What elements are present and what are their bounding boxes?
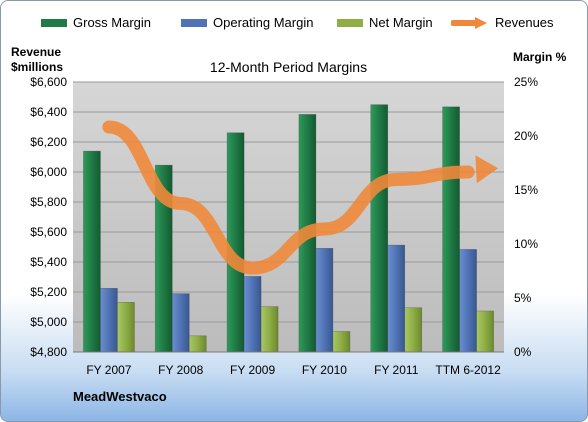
x-tick-label: FY 2008: [158, 363, 203, 377]
gross-margin-bar: [370, 104, 389, 353]
y-right-tick-label: 5%: [514, 291, 532, 305]
y-left-tick-label: $5,200: [30, 285, 67, 299]
chart-legend: Gross Margin Operating Margin Net Margin…: [41, 15, 577, 35]
legend-swatch-operating: [181, 18, 207, 27]
y-left-tick-label: $6,400: [30, 105, 67, 119]
y-left-tick-label: $5,600: [30, 225, 67, 239]
legend-item-revenues: Revenues: [451, 15, 554, 30]
left-axis-title-line2: $millions: [11, 60, 64, 74]
revenue-line: [102, 120, 475, 275]
net-margin-bar: [476, 310, 494, 353]
y-left-tick-label: $6,200: [30, 135, 67, 149]
operating-margin-bar: [315, 248, 334, 353]
net-margin-bar: [404, 307, 423, 353]
revenue-arrowhead: [475, 155, 499, 184]
x-tick-label: FY 2010: [302, 363, 347, 377]
y-left-tick-label: $5,400: [30, 255, 67, 269]
gross-margin-bar: [226, 132, 245, 353]
y-left-tick-label: $5,000: [30, 315, 67, 329]
legend-arrow-revenues: [451, 16, 487, 29]
net-margin-bar: [260, 306, 279, 353]
right-axis-title: Margin %: [513, 50, 567, 64]
gross-margin-bar: [83, 150, 101, 353]
legend-item-net: Net Margin: [337, 15, 433, 30]
legend-label-net: Net Margin: [369, 15, 433, 30]
x-tick-label: TTM 6-2012: [435, 363, 501, 377]
y-left-tick-label: $6,000: [30, 165, 67, 179]
operating-margin-bar: [243, 276, 262, 353]
y-right-tick-label: 10%: [514, 237, 538, 251]
plot-area: [73, 82, 504, 352]
x-tick-label: FY 2011: [374, 363, 419, 377]
legend-label-gross: Gross Margin: [73, 15, 152, 30]
net-margin-bar: [332, 331, 351, 353]
x-tick-label: FY 2007: [86, 363, 131, 377]
y-right-tick-label: 15%: [514, 183, 538, 197]
y-left-tick-label: $4,800: [30, 345, 67, 359]
operating-margin-bar: [171, 293, 190, 353]
legend-label-revenues: Revenues: [495, 15, 554, 30]
x-tick-label: FY 2009: [230, 363, 275, 377]
left-axis-title: Revenue $millions: [11, 45, 63, 75]
net-margin-bar: [188, 335, 207, 353]
left-axis-title-line1: Revenue: [11, 45, 62, 59]
legend-swatch-net: [337, 18, 363, 27]
legend-label-operating: Operating Margin: [213, 15, 314, 30]
gross-margin-bar: [442, 106, 460, 353]
y-right-tick-label: 25%: [514, 75, 538, 89]
operating-margin-bar: [100, 287, 118, 353]
y-left-tick-label: $5,800: [30, 195, 67, 209]
company-name: MeadWestvaco: [73, 389, 167, 404]
y-right-tick-label: 0%: [514, 345, 532, 359]
net-margin-bar: [117, 302, 135, 353]
legend-item-operating: Operating Margin: [181, 15, 313, 30]
chart-title: 12-Month Period Margins: [210, 59, 367, 75]
operating-margin-bar: [387, 244, 406, 353]
legend-swatch-gross: [41, 18, 67, 27]
y-right-tick-label: 20%: [514, 129, 538, 143]
legend-item-gross: Gross Margin: [41, 15, 151, 30]
y-left-tick-label: $6,600: [30, 75, 67, 89]
operating-margin-bar: [459, 249, 477, 353]
